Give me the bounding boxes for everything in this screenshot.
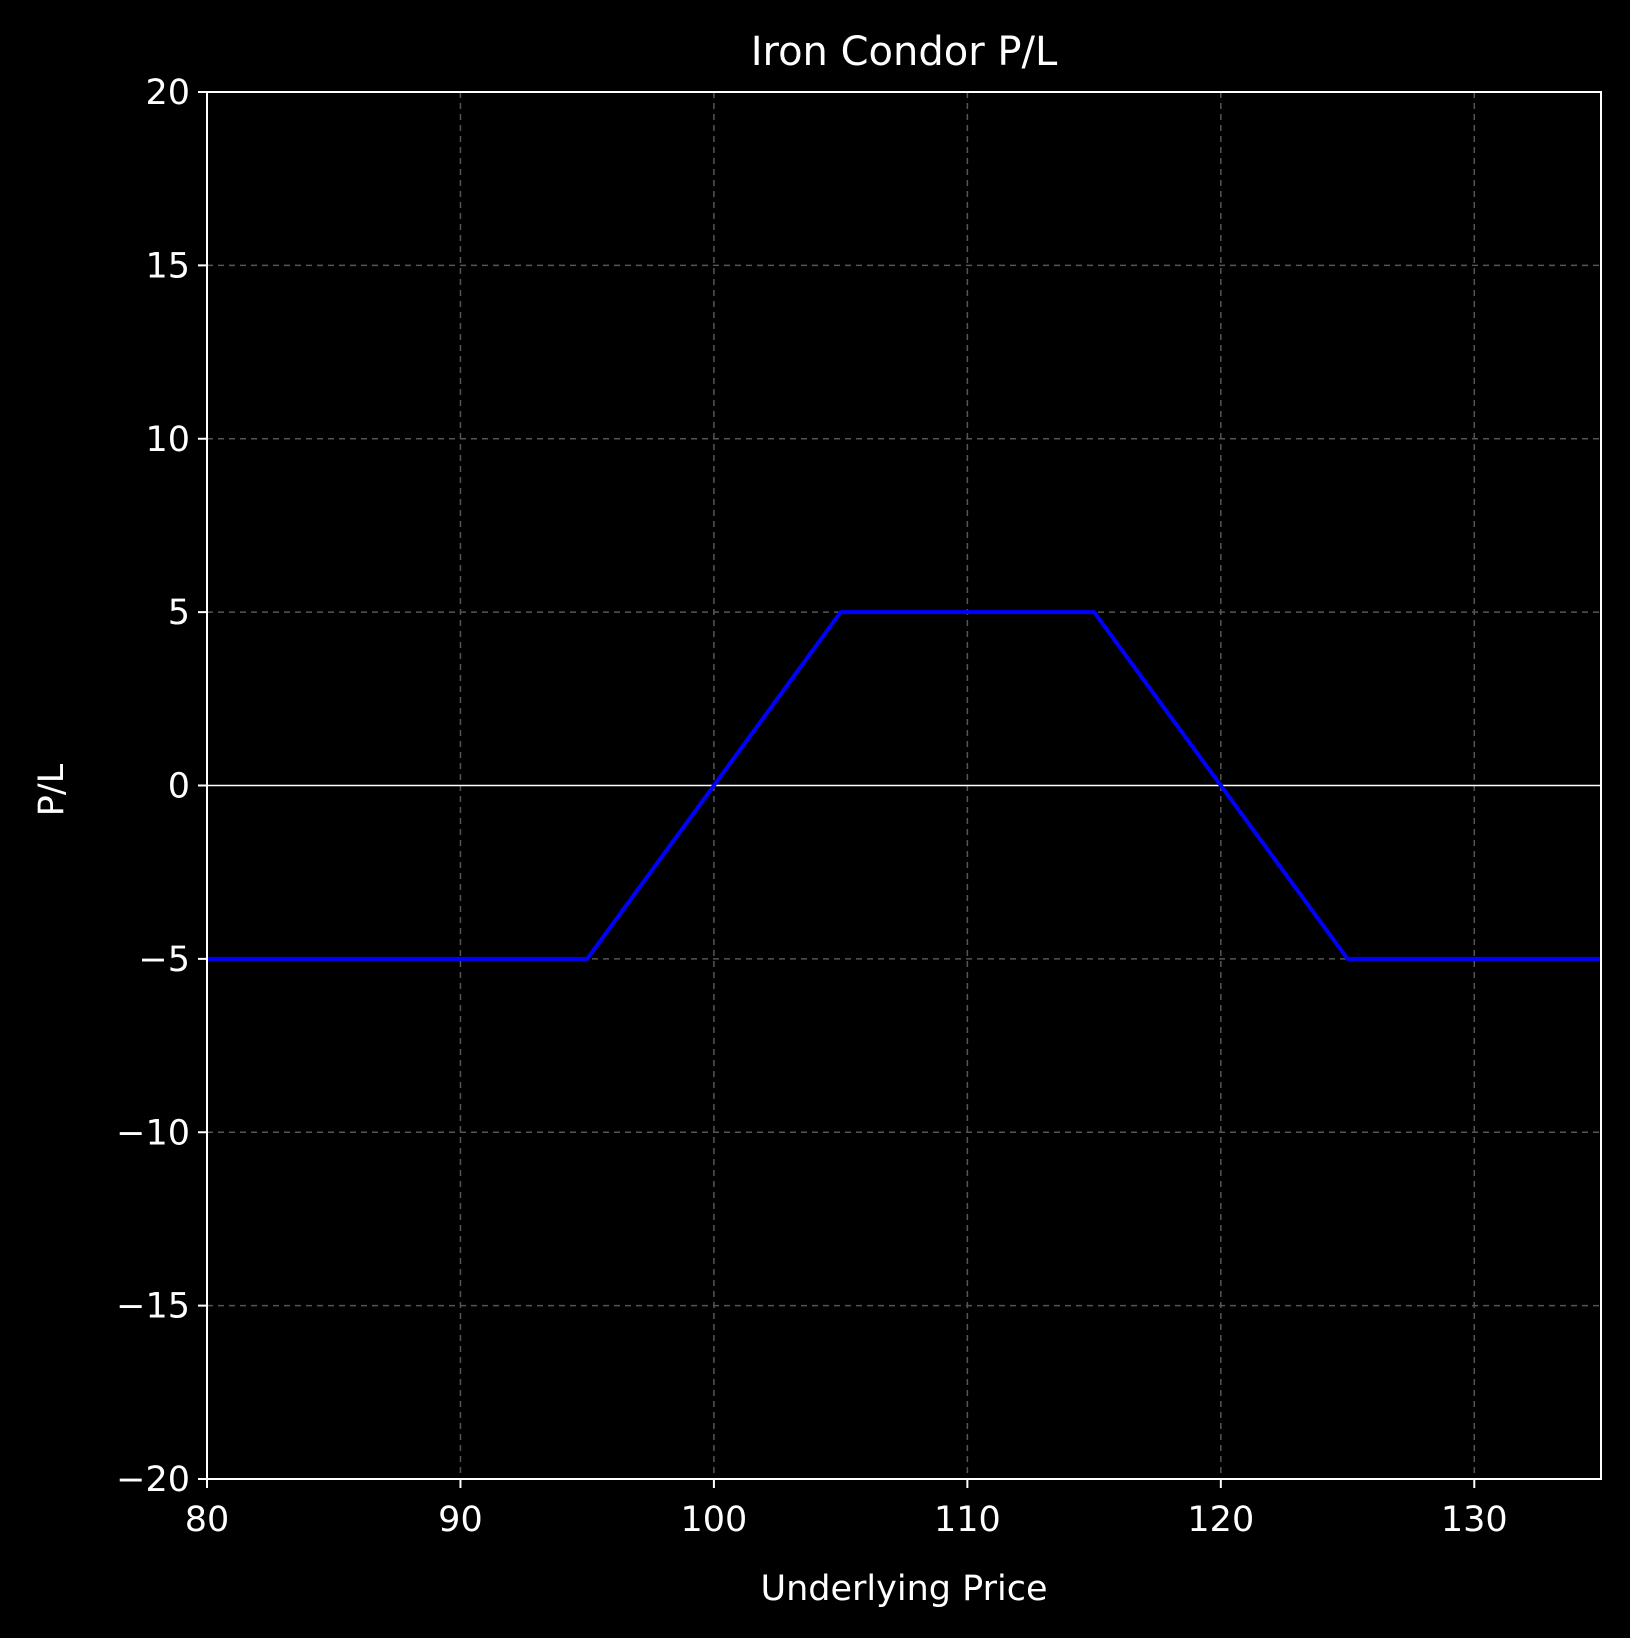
series-line-0 — [207, 610, 1601, 961]
x-axis-label: Underlying Price — [760, 1569, 1047, 1609]
y-tick-label-2: −10 — [116, 1113, 190, 1153]
y-tick-label-4: 0 — [168, 767, 190, 807]
x-tick-label-5: 130 — [1441, 1500, 1508, 1540]
x-tick-label-3: 110 — [934, 1500, 1001, 1540]
y-tick-label-5: 5 — [168, 593, 190, 633]
y-tick-label-6: 10 — [145, 420, 190, 460]
chart-title: Iron Condor P/L — [751, 29, 1058, 75]
x-tick-label-4: 120 — [1187, 1500, 1254, 1540]
series-layer — [207, 610, 1601, 961]
y-axis-label: P/L — [32, 763, 72, 816]
y-tick-label-1: −15 — [116, 1287, 190, 1327]
y-tick-label-8: 20 — [145, 73, 190, 113]
y-tick-label-3: −5 — [138, 940, 190, 980]
x-tick-label-0: 80 — [185, 1500, 230, 1540]
y-tick-label-7: 15 — [145, 246, 190, 286]
x-tick-label-2: 100 — [681, 1500, 748, 1540]
x-tick-label-1: 90 — [438, 1500, 483, 1540]
tick-layer: 80 90 100 110 120 130 −20 −15 −10 −5 0 5 10 15 20 — [116, 73, 1508, 1540]
y-tick-label-0: −20 — [116, 1460, 190, 1500]
